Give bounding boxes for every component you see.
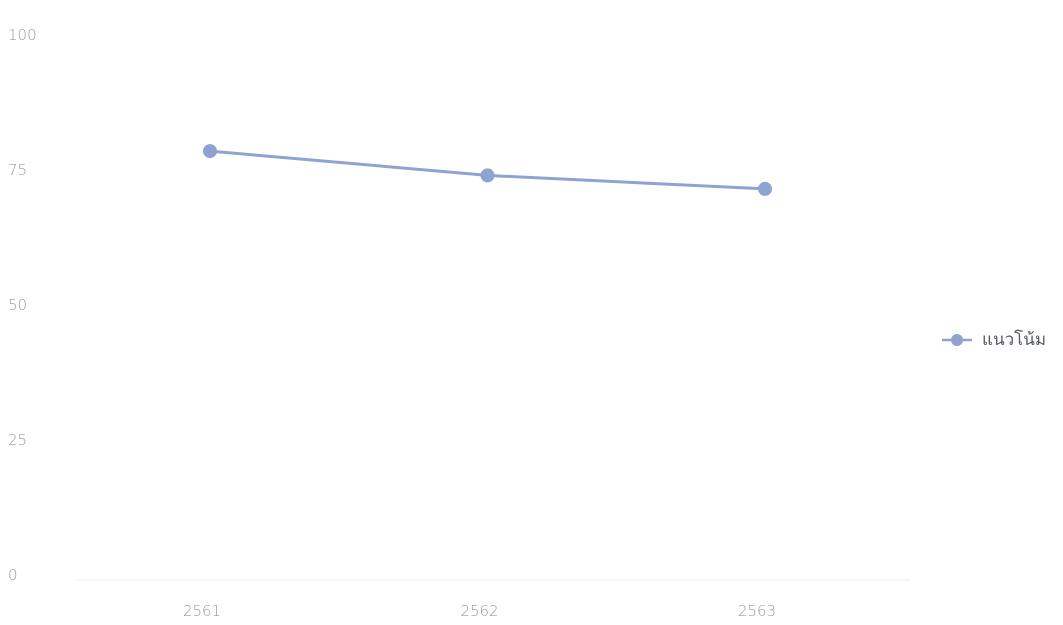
data-point[interactable] [480, 168, 495, 183]
x-tick-label: 2562 [460, 602, 498, 620]
legend[interactable]: แนวโน้ม [940, 326, 1046, 353]
y-tick-label: 25 [8, 431, 27, 449]
y-tick-label: 100 [8, 26, 37, 44]
y-tick-label: 50 [8, 296, 27, 314]
x-axis-ticks: 2561 2562 2563 [183, 602, 776, 620]
x-tick-label: 2561 [183, 602, 221, 620]
series-layer [203, 144, 772, 196]
x-tick-label: 2563 [738, 602, 776, 620]
data-point[interactable] [203, 144, 217, 159]
data-point[interactable] [758, 181, 772, 196]
y-tick-label: 75 [8, 161, 27, 179]
y-tick-label: 0 [8, 566, 18, 584]
y-axis-ticks: 0 25 50 75 100 [8, 26, 37, 584]
legend-marker-icon [942, 333, 972, 346]
legend-label: แนวโน้ม [982, 330, 1047, 350]
